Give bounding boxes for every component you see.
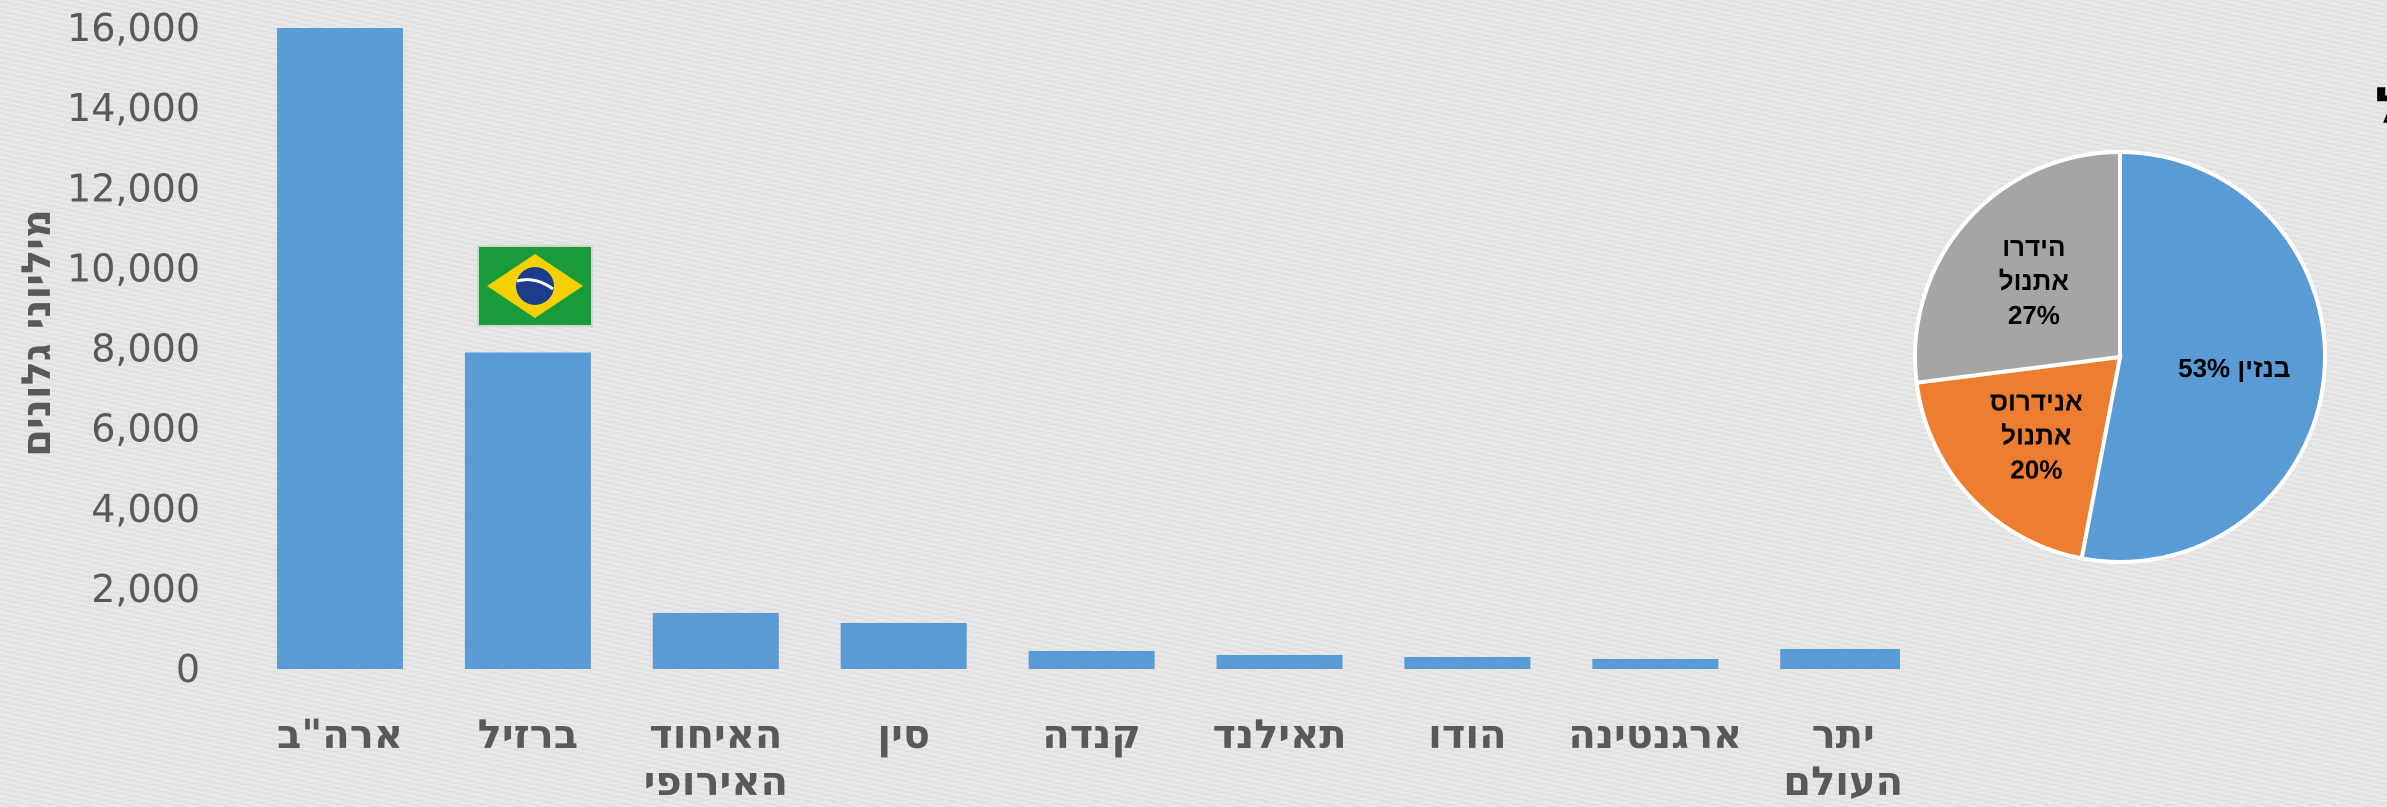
brazil-flag-icon: [478, 246, 592, 326]
y-tick-label: 10,000: [67, 246, 200, 290]
y-tick-labels: 0 2,000 4,000 6,000 8,000 10,000 12,000 14,000 1…: [67, 6, 200, 691]
y-tick-label: 0: [176, 647, 200, 691]
category-label: העולם: [1783, 759, 1900, 805]
bar: [653, 613, 779, 669]
bar: [1404, 657, 1530, 669]
y-tick-label: 2,000: [91, 567, 200, 611]
bar: [1592, 659, 1718, 669]
bar: [1780, 649, 1900, 669]
y-tick-label: 6,000: [91, 407, 200, 451]
y-tick-label: 14,000: [67, 86, 200, 130]
category-label: הודו: [1428, 712, 1506, 758]
bar: [277, 28, 403, 669]
y-axis-label: מיליוני גלונים: [14, 209, 60, 457]
category-label: ארגנטינה: [1568, 712, 1742, 758]
bar: [1217, 655, 1343, 669]
y-tick-label: 8,000: [91, 327, 200, 371]
category-label: האיחוד: [649, 712, 782, 758]
y-tick-label: 4,000: [91, 487, 200, 531]
bar-chart: מיליוני גלונים 0 2,000 4,000 6,000 8,000 10,0…: [0, 0, 1900, 807]
category-label: האירופי: [644, 759, 788, 805]
bar: [841, 623, 967, 669]
bar: [465, 353, 591, 669]
category-label: תאילנד: [1212, 712, 1346, 758]
category-label: סין: [877, 712, 930, 758]
y-tick-label: 12,000: [67, 166, 200, 210]
category-label: ארה"ב: [277, 712, 403, 758]
category-label: יתר: [1812, 712, 1875, 758]
category-label: ברזיל: [478, 712, 578, 758]
bars: [277, 28, 1900, 669]
y-tick-label: 16,000: [67, 6, 200, 50]
bar: [1029, 651, 1155, 669]
category-label: קנדה: [1042, 712, 1141, 758]
